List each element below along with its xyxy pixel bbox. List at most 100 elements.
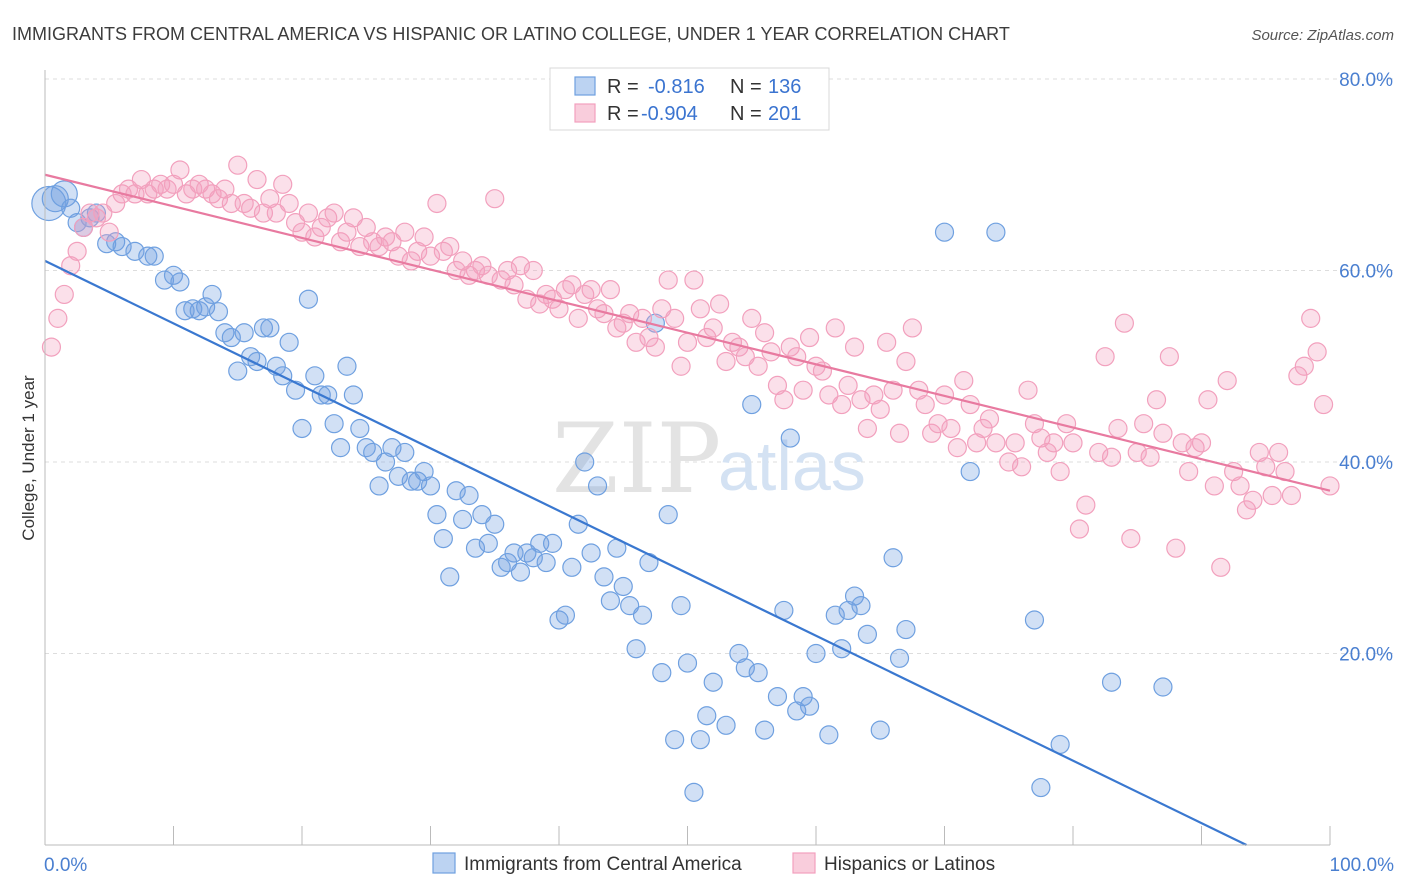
point-series-0-88 — [632, 605, 653, 625]
y-tick-label-0: 20.0% — [1339, 645, 1393, 666]
point-series-1-189 — [1268, 442, 1289, 463]
point-series-0-12 — [138, 246, 158, 266]
point-series-1-91 — [626, 332, 646, 352]
point-series-1-34 — [260, 189, 280, 209]
x-tick-label-max: 100.0% — [1330, 855, 1395, 876]
point-series-1-62 — [440, 236, 460, 257]
point-series-1-1 — [48, 308, 68, 328]
point-series-0-64 — [478, 533, 498, 553]
point-series-1-123 — [832, 394, 852, 415]
point-series-1-147 — [986, 433, 1006, 453]
points-layer — [31, 155, 1340, 802]
point-series-0-108 — [780, 428, 800, 448]
point-series-1-14 — [131, 169, 151, 190]
point-series-1-124 — [838, 375, 858, 395]
point-series-0-76 — [555, 605, 576, 625]
point-series-1-195 — [1307, 342, 1327, 362]
point-series-1-121 — [819, 385, 839, 405]
point-series-0-24 — [221, 327, 241, 348]
point-series-1-75 — [523, 260, 543, 281]
point-series-0-89 — [639, 552, 659, 573]
point-series-1-57 — [408, 241, 428, 261]
point-series-1-53 — [382, 232, 402, 252]
y-ticks: 20.0% 40.0% 60.0% 80.0% — [1339, 70, 1393, 666]
point-series-0-57 — [433, 528, 453, 549]
legend-n-value-2: 201 — [768, 103, 801, 125]
point-series-1-151 — [1018, 380, 1038, 400]
point-series-1-105 — [716, 351, 736, 372]
point-series-1-32 — [247, 169, 267, 190]
point-series-0-63 — [472, 505, 492, 525]
point-series-0-42 — [337, 356, 357, 376]
point-series-1-27 — [215, 179, 235, 199]
y-tick-label-1: 40.0% — [1339, 453, 1393, 474]
point-series-0-20 — [196, 297, 216, 317]
point-series-0-44 — [350, 418, 370, 439]
point-series-0-124 — [934, 222, 955, 242]
point-series-1-191 — [1281, 485, 1302, 506]
series-1-points — [41, 155, 1340, 577]
point-series-0-77 — [562, 557, 582, 577]
point-series-1-93 — [639, 327, 659, 348]
legend-bottom: Immigrants from Central America Hispanic… — [432, 852, 995, 875]
point-series-0-22 — [208, 302, 229, 322]
point-series-0-86 — [620, 596, 640, 616]
legend-swatch-pink — [574, 103, 596, 123]
point-series-0-95 — [677, 653, 698, 673]
point-series-0-130 — [1101, 672, 1122, 692]
point-series-1-164 — [1108, 418, 1128, 439]
point-series-1-183 — [1230, 476, 1250, 496]
point-series-1-70 — [491, 270, 511, 290]
point-series-1-161 — [1089, 442, 1109, 463]
point-series-1-46 — [337, 222, 357, 242]
point-series-1-126 — [851, 390, 871, 410]
point-series-0-10 — [112, 236, 132, 257]
point-series-1-97 — [665, 308, 685, 328]
point-series-0-49 — [382, 438, 402, 458]
point-series-0-52 — [401, 471, 421, 491]
point-series-0-55 — [420, 476, 441, 496]
point-series-1-109 — [742, 308, 762, 328]
point-series-1-137 — [922, 423, 942, 443]
point-series-0-40 — [324, 414, 344, 434]
point-series-1-98 — [671, 356, 691, 376]
point-series-1-163 — [1101, 447, 1122, 467]
point-series-0-69 — [510, 562, 531, 582]
point-series-1-38 — [285, 213, 306, 233]
point-series-0-128 — [1031, 777, 1051, 798]
point-series-1-159 — [1069, 519, 1090, 539]
point-series-0-33 — [279, 332, 299, 352]
legend-top: R = -0.816 N = 136 R = -0.904 N = 201 — [549, 67, 830, 131]
legend-r-value-1: -0.816 — [648, 76, 705, 98]
point-series-1-172 — [1159, 347, 1179, 367]
point-series-1-118 — [799, 327, 820, 348]
point-series-1-141 — [947, 438, 967, 458]
point-series-1-73 — [510, 256, 531, 276]
point-series-1-178 — [1198, 390, 1218, 410]
point-series-1-64 — [453, 251, 473, 271]
point-series-1-166 — [1121, 528, 1141, 549]
legend-bottom-swatch-blue — [432, 852, 456, 874]
point-series-0-53 — [408, 471, 428, 491]
point-series-1-132 — [889, 423, 910, 443]
point-series-1-179 — [1204, 476, 1224, 496]
point-series-0-2 — [50, 180, 78, 208]
point-series-0-60 — [453, 509, 473, 530]
point-series-1-5 — [73, 217, 94, 238]
point-series-1-20 — [170, 160, 190, 180]
point-series-1-175 — [1179, 461, 1199, 482]
point-series-0-16 — [170, 272, 190, 292]
point-series-0-43 — [343, 385, 363, 405]
legend-n-label-1: N = — [730, 76, 762, 98]
point-series-0-58 — [440, 567, 460, 587]
point-series-1-26 — [208, 189, 229, 209]
point-series-0-92 — [658, 505, 678, 525]
point-series-0-93 — [665, 730, 685, 750]
point-series-1-144 — [967, 433, 987, 453]
point-series-0-59 — [446, 481, 466, 501]
legend-r-value-2: -0.904 — [641, 103, 698, 125]
point-series-0-79 — [575, 452, 595, 472]
series-0-points — [31, 180, 1173, 802]
point-series-1-84 — [581, 280, 601, 300]
point-series-1-127 — [857, 418, 878, 439]
